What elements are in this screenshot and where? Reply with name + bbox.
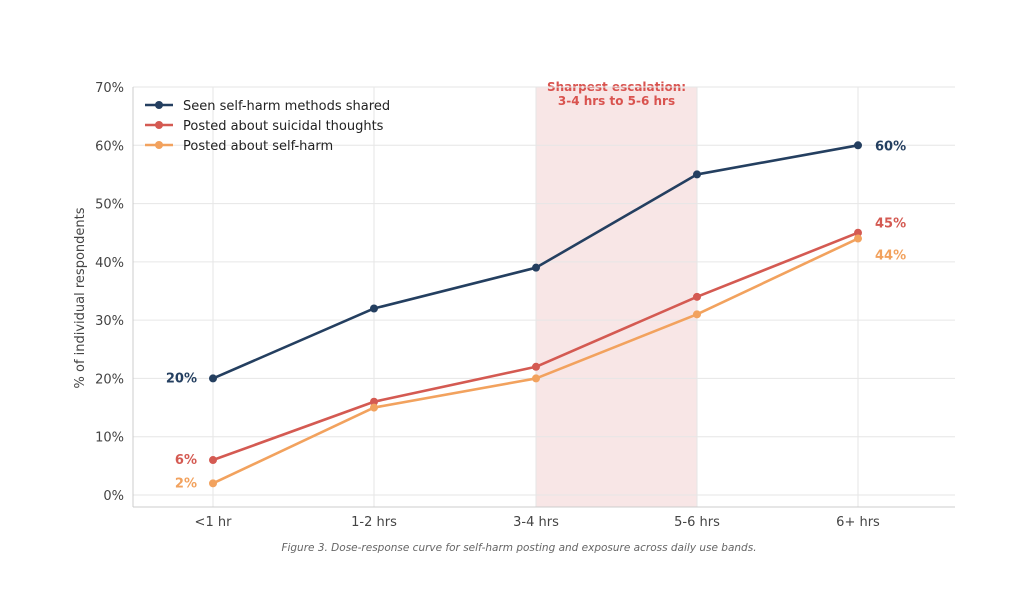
y-tick-label: 50% [95,198,124,213]
legend: Seen self-harm methods shared Posted abou… [145,99,390,154]
x-tick-label: 1-2 hrs [351,515,397,530]
y-tick-label: 30% [95,314,124,329]
x-tick-label: 3-4 hrs [513,515,559,530]
legend-entry-label: Posted about self-harm [183,139,333,154]
figure-caption: Figure 3. Dose-response curve for self-h… [281,542,756,554]
legend-swatch-marker [155,121,163,129]
y-tick-label: 10% [95,431,124,446]
x-tick-label: 6+ hrs [836,515,880,530]
data-point [209,479,217,488]
data-point [693,310,701,319]
highlight-band [536,87,697,507]
data-point [209,456,217,465]
y-axis-title: % of individual respondents [73,207,88,388]
value-labels-group: 20% 60% 6% 45% 2% 44% [166,139,906,491]
legend-entry-label: Posted about suicidal thoughts [183,119,384,134]
legend-swatch-marker [155,141,163,149]
highlight-band-group: Sharpest escalation:3-4 hrs to 5-6 hrs [535,80,698,507]
data-point [854,141,862,150]
start-value-label: 2% [175,476,197,491]
end-value-label: 60% [875,139,906,154]
data-point [370,304,378,313]
data-point [854,234,862,243]
y-tick-label: 20% [95,372,124,387]
end-value-label: 44% [875,249,906,264]
x-tick-label: 5-6 hrs [674,515,720,530]
y-tick-label: 0% [103,489,124,504]
start-value-label: 20% [166,371,197,386]
data-point [693,292,701,301]
data-point [370,403,378,412]
end-value-label: 45% [875,217,906,232]
grid-group [133,86,955,507]
series-group [209,141,862,488]
y-tick-label: 60% [95,139,124,154]
data-point [854,228,862,237]
data-point [693,170,701,179]
axes-group: 0% 10% 20% 30% 40% 50% 60% 70% <1 hr 1-2 hrs 3-4 h… [95,81,955,530]
data-point [532,362,540,371]
data-point [532,263,540,272]
legend-entry-label: Seen self-harm methods shared [183,99,390,114]
y-tick-label: 40% [95,256,124,271]
y-tick-label: 70% [95,81,124,96]
legend-swatch-marker [155,101,163,109]
data-point [209,374,217,383]
data-point [532,374,540,383]
highlight-annotation-line: 3-4 hrs to 5-6 hrs [558,94,675,108]
data-point [370,397,378,406]
x-tick-label: <1 hr [195,515,233,530]
start-value-label: 6% [175,453,197,468]
